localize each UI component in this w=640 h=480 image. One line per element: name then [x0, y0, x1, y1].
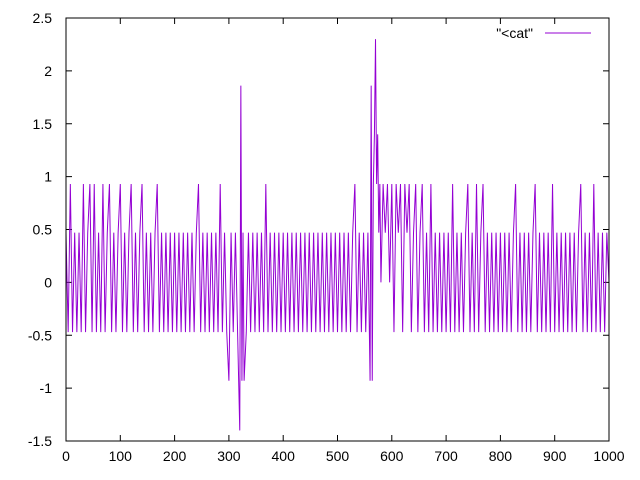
legend-label: "<cat" [496, 25, 533, 41]
legend: "<cat" [496, 25, 591, 41]
x-tick-label: 700 [434, 448, 458, 464]
y-tick-label: 2 [44, 63, 52, 79]
axis-ticks: 0 100 200 300 400 500 600 700 800 900 1000 2.5 2 1.5 1… [28, 10, 625, 464]
y-tick-label: 1 [44, 169, 52, 185]
x-tick-label: 500 [326, 448, 350, 464]
x-tick-label: 0 [62, 448, 70, 464]
x-tick-label: 900 [543, 448, 567, 464]
x-tick-label: 600 [380, 448, 404, 464]
y-tick-label: -0.5 [28, 327, 52, 343]
y-tick-label: 0.5 [33, 222, 53, 238]
y-tick-label: 0 [44, 274, 52, 290]
x-tick-label: 100 [109, 448, 133, 464]
x-tick-label: 400 [272, 448, 296, 464]
y-tick-label: -1 [40, 380, 53, 396]
series-layer [65, 39, 610, 431]
y-tick-label: 1.5 [33, 116, 53, 132]
x-tick-label: 800 [489, 448, 513, 464]
y-tick-label: 2.5 [33, 10, 53, 26]
y-tick-label: -1.5 [28, 433, 52, 449]
plot-frame [65, 17, 610, 442]
x-tick-label: 200 [163, 448, 187, 464]
x-tick-label: 300 [217, 448, 241, 464]
x-tick-label: 1000 [593, 448, 624, 464]
series-line [65, 39, 610, 431]
